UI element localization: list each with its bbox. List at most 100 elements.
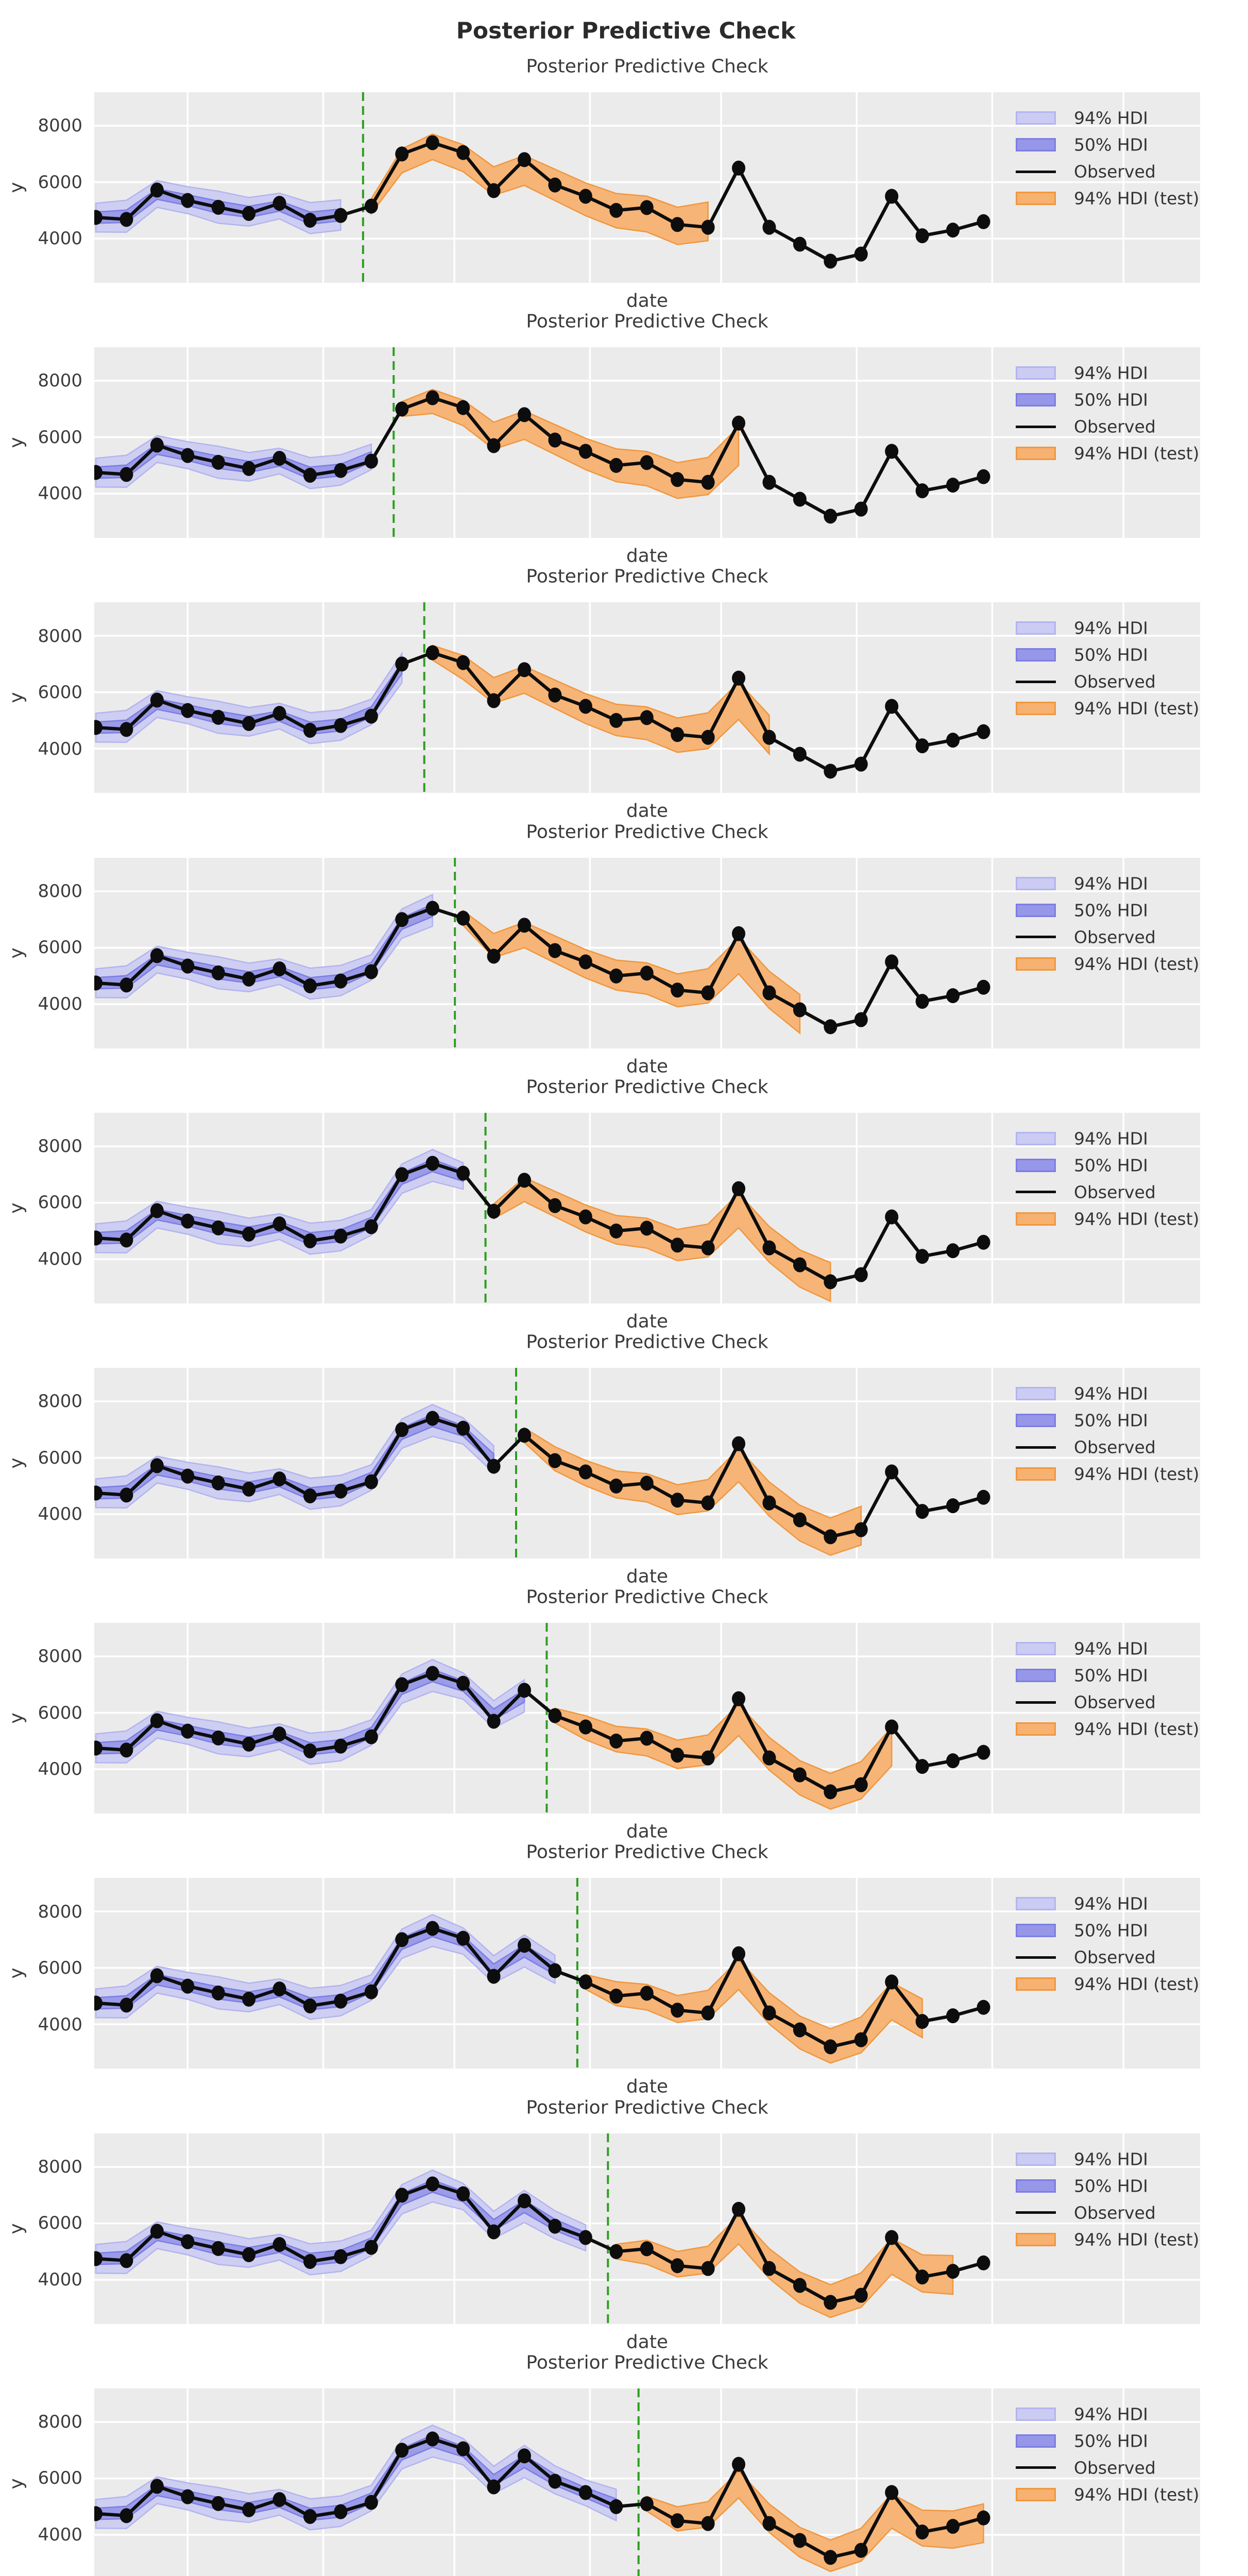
legend-swatch-94-hdi (1016, 111, 1056, 125)
observed-point (548, 2218, 562, 2234)
observed-point (303, 1488, 317, 1503)
y-tick-label: 6000 (38, 427, 82, 448)
legend-label: 94% HDI (1074, 1638, 1148, 1659)
observed-point (885, 2485, 899, 2500)
observed-point (885, 699, 899, 714)
observed-point (242, 971, 256, 987)
observed-point (364, 709, 378, 724)
observed-point (518, 1938, 532, 1953)
observed-point (640, 2241, 654, 2256)
observed-point (242, 2247, 256, 2262)
y-tick-label: 8000 (38, 2156, 82, 2177)
y-tick-label: 4000 (38, 2014, 82, 2035)
observed-point (487, 183, 501, 198)
observed-point (548, 1963, 562, 1978)
plot-panel-4 (94, 857, 1200, 1048)
observed-point (915, 1759, 929, 1774)
observed-point (425, 135, 439, 150)
y-tick-label: 4000 (38, 228, 82, 249)
observed-point (824, 1274, 837, 1290)
observed-point (578, 189, 592, 204)
observed-point (701, 474, 715, 490)
observed-point (977, 214, 990, 229)
observed-point (609, 1223, 623, 1239)
observed-point (242, 2502, 256, 2517)
observed-point (977, 469, 990, 484)
legend-label: 50% HDI (1074, 1410, 1148, 1431)
observed-point (211, 1220, 225, 1235)
observed-point (518, 2193, 532, 2208)
legend-label: 94% HDI (1074, 2404, 1148, 2425)
observed-point (456, 910, 470, 926)
observed-point (150, 182, 164, 198)
observed-point (793, 492, 807, 507)
observed-point (150, 2479, 164, 2494)
observed-point (94, 1740, 102, 1756)
observed-point (854, 1012, 868, 1027)
y-axis-label: y (6, 2478, 27, 2489)
legend-label: 94% HDI (test) (1074, 1719, 1200, 1739)
observed-point (425, 1666, 439, 1681)
legend-label: 94% HDI (1074, 1128, 1148, 1149)
observed-point (701, 1495, 715, 1511)
observed-point (487, 948, 501, 964)
legend-label: Observed (1074, 2202, 1156, 2223)
observed-point (946, 2263, 960, 2279)
observed-point (487, 1714, 501, 1729)
observed-point (272, 706, 286, 721)
x-axis-label: date (626, 545, 669, 567)
legend-label: Observed (1074, 1437, 1156, 1458)
observed-point (303, 2253, 317, 2269)
legend-swatch-94-hdi-test (1016, 192, 1056, 205)
x-axis-label: date (626, 2076, 669, 2097)
observed-point (150, 437, 164, 453)
observed-point (272, 1216, 286, 1231)
observed-point (119, 212, 133, 227)
observed-point (977, 2255, 990, 2270)
observed-point (915, 1248, 929, 1264)
legend-swatch-94-hdi (1016, 2152, 1056, 2166)
observed-point (211, 1731, 225, 1746)
observed-point (793, 2022, 807, 2038)
observed-point (732, 2456, 746, 2472)
observed-point (578, 2485, 592, 2500)
observed-point (487, 693, 501, 708)
legend-label: 94% HDI (test) (1074, 188, 1200, 209)
observed-point (732, 671, 746, 686)
observed-point (824, 509, 837, 524)
legend-swatch-94-hdi (1016, 1642, 1056, 1656)
observed-point (211, 965, 225, 980)
observed-point (119, 722, 133, 737)
y-tick-label: 4000 (38, 738, 82, 759)
observed-point (242, 1226, 256, 1242)
observed-point (181, 1979, 195, 1994)
legend-swatch-94-hdi-test (1016, 1212, 1056, 1226)
observed-point (854, 2287, 868, 2303)
x-axis-label: date (626, 290, 669, 312)
x-axis-label: date (626, 1056, 669, 1077)
y-axis-label: y (6, 182, 27, 193)
y-tick-label: 6000 (38, 2213, 82, 2234)
observed-point (885, 1974, 899, 1990)
observed-point (150, 692, 164, 708)
observed-point (548, 1708, 562, 1723)
x-axis-label: date (626, 1566, 669, 1587)
observed-point (334, 208, 348, 223)
legend-swatch-94-hdi-test (1016, 1977, 1056, 1991)
observed-point (119, 977, 133, 992)
x-axis-label: date (626, 2331, 669, 2353)
observed-point (487, 1459, 501, 1474)
observed-point (885, 954, 899, 970)
observed-point (364, 1474, 378, 1489)
y-axis-label: y (6, 1202, 27, 1214)
observed-point (640, 1731, 654, 1746)
observed-point (915, 2524, 929, 2539)
observed-point (364, 1729, 378, 1744)
legend-label: 94% HDI (1074, 873, 1148, 894)
observed-point (793, 2278, 807, 2293)
observed-point (272, 2492, 286, 2507)
y-tick-label: 6000 (38, 682, 82, 703)
observed-point (946, 478, 960, 493)
legend-swatch-94-hdi-test (1016, 2487, 1056, 2501)
